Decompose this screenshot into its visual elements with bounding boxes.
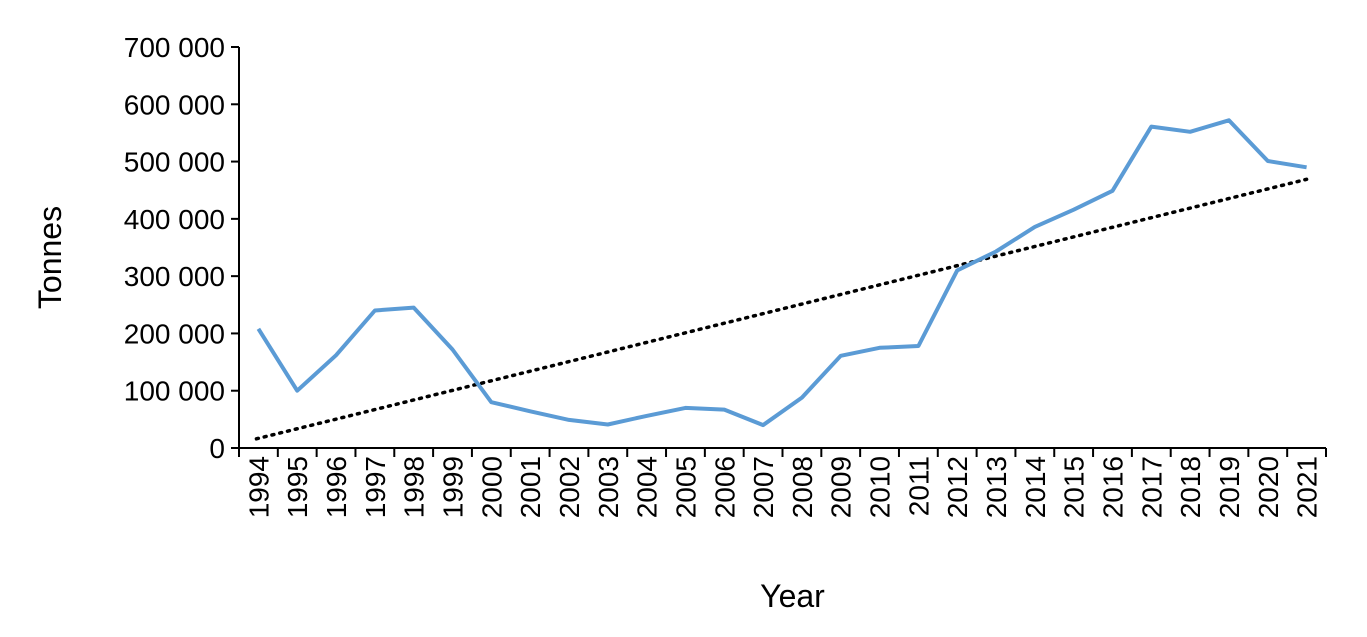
x-tick-label: 1994 <box>243 456 274 518</box>
series-line <box>256 118 1307 428</box>
y-tick-label: 300 000 <box>124 261 225 292</box>
y-tick-label: 400 000 <box>124 204 225 235</box>
x-tick-label: 1996 <box>321 456 352 518</box>
series-layer <box>256 118 1307 428</box>
x-tick-label: 1997 <box>360 456 391 518</box>
x-tick-label: 2010 <box>865 456 896 518</box>
x-tick-label: 1995 <box>282 456 313 518</box>
x-axis: 1994 1995 1996 1997 1998 1999 2000 2001 2002 2003… <box>238 447 1327 518</box>
x-tick-label: 2021 <box>1292 456 1323 518</box>
y-tick-label: 0 <box>209 433 225 464</box>
x-tick-label: 2012 <box>942 456 973 518</box>
x-tick-label: 2017 <box>1136 456 1167 518</box>
x-tick-label: 2016 <box>1097 456 1128 518</box>
x-tick-label: 2008 <box>787 456 818 518</box>
x-tick-label: 2015 <box>1059 456 1090 518</box>
x-tick-label: 1998 <box>399 456 430 518</box>
x-tick-label: 1999 <box>438 456 469 518</box>
y-tick-label: 100 000 <box>124 376 225 407</box>
x-tick-label: 2009 <box>826 456 857 518</box>
y-tick-label: 700 000 <box>124 32 225 63</box>
y-tick-label: 200 000 <box>124 318 225 349</box>
x-tick-label: 2004 <box>632 456 663 518</box>
x-tick-label: 2002 <box>554 456 585 518</box>
x-tick-label: 2014 <box>1020 456 1051 518</box>
x-tick-label: 2020 <box>1253 456 1284 518</box>
x-tick-label: 2000 <box>476 456 507 518</box>
x-tick-label: 2006 <box>709 456 740 518</box>
x-tick-label: 2001 <box>515 456 546 518</box>
x-tick-label: 2013 <box>981 456 1012 518</box>
x-tick-label: 2007 <box>748 456 779 518</box>
y-axis-title: Tonnes <box>32 206 68 309</box>
x-tick-label: 2018 <box>1175 456 1206 518</box>
y-tick-label: 600 000 <box>124 89 225 120</box>
x-tick-label: 2019 <box>1214 456 1245 518</box>
x-tick-label: 2005 <box>670 456 701 518</box>
x-tick-label: 2011 <box>903 456 934 516</box>
x-tick-label: 2003 <box>593 456 624 518</box>
y-tick-label: 500 000 <box>124 147 225 178</box>
y-axis: 0 100 000 200 000 300 000 400 000 500 000 600 … <box>124 32 240 464</box>
x-axis-title: Year <box>760 578 825 614</box>
